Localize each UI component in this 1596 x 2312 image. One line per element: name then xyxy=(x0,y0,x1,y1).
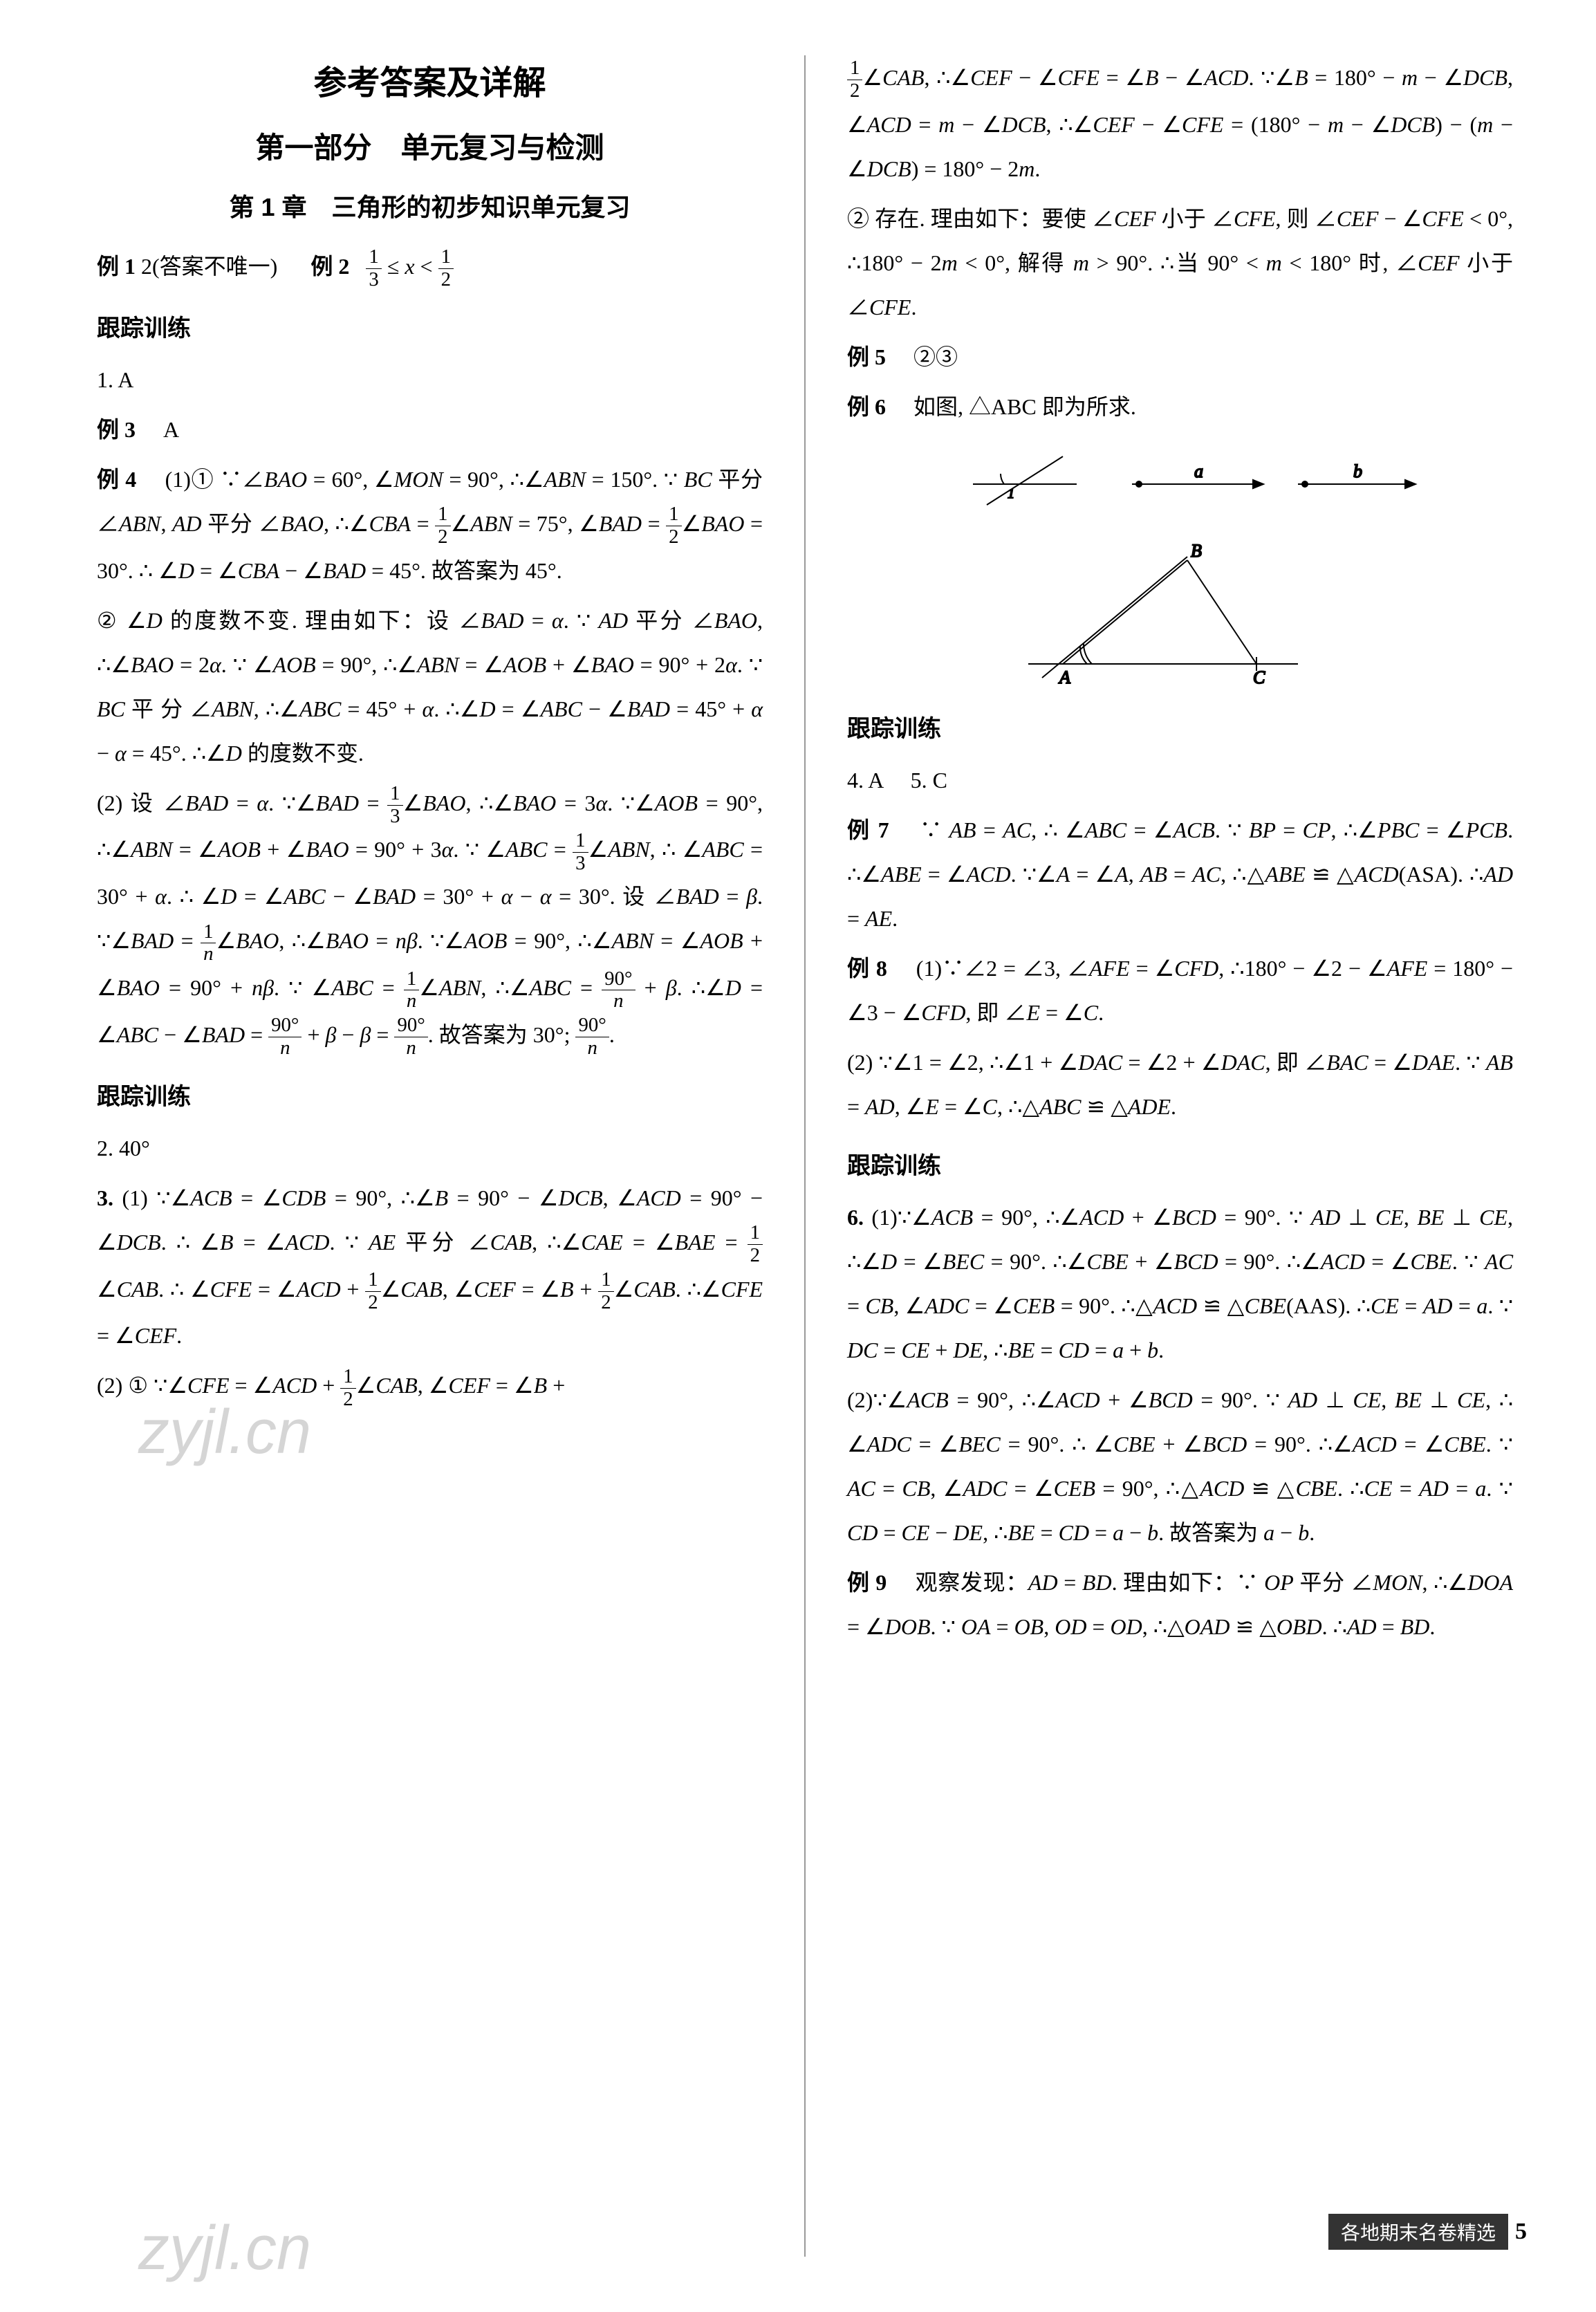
follow3-answers: 4. A 5. C xyxy=(847,758,1513,802)
page-number: 5 xyxy=(1515,2219,1527,2245)
diagram-ex6: 1 a b A B xyxy=(938,443,1422,692)
ex4-part2: ② ∠D 的度数不变. 理由如下：设 ∠BAD = α. ∵ AD 平分 ∠BA… xyxy=(97,598,763,775)
ex6-answer: 如图, △ABC 即为所求. xyxy=(913,394,1136,419)
ex2-answer: 13 ≤ x < 12 xyxy=(366,254,454,279)
continuation2: ② 存在. 理由如下：要使 ∠CEF 小于 ∠CFE, 则 ∠CEF − ∠CF… xyxy=(847,196,1513,329)
footer-label: 各地期末名卷精选 xyxy=(1328,2214,1508,2250)
follow1-q1: 1. A xyxy=(97,358,763,402)
ex4-label: 例 4 xyxy=(97,467,136,492)
chapter-title: 第 1 章 三角形的初步知识单元复习 xyxy=(97,187,763,223)
ex5-line: 例 5 ②③ xyxy=(847,335,1513,379)
right-column: 12∠CAB, ∴∠CEF − ∠CFE = ∠B − ∠ACD. ∵∠B = … xyxy=(847,55,1513,2257)
section-title: 第一部分 单元复习与检测 xyxy=(97,124,763,167)
ex2-label: 例 2 xyxy=(310,254,349,279)
follow4-heading: 跟踪训练 xyxy=(847,1143,1513,1190)
page-footer: 各地期末名卷精选 5 xyxy=(1328,2214,1527,2250)
left-column: 参考答案及详解 第一部分 单元复习与检测 第 1 章 三角形的初步知识单元复习 … xyxy=(97,55,763,2257)
follow3-q5: 5. C xyxy=(911,768,947,793)
follow2-q3a: 3. (1) ∵∠ACB = ∠CDB = 90°, ∴∠B = 90° − ∠… xyxy=(97,1176,763,1358)
ex5-label: 例 5 xyxy=(847,344,886,369)
ex6-label: 例 6 xyxy=(847,394,886,419)
example-1-2: 例 1 2(答案不唯一) 例 2 13 ≤ x < 12 xyxy=(97,244,763,291)
column-divider xyxy=(804,55,806,2257)
label-C: C xyxy=(1253,667,1265,687)
ex5-answer: ②③ xyxy=(913,344,958,369)
ex4-line: 例 4 (1)① ∵∠BAO = 60°, ∠MON = 90°, ∴∠ABN … xyxy=(97,457,763,593)
follow4-q6b: (2)∵∠ACB = 90°, ∴∠ACD + ∠BCD = 90°. ∵ AD… xyxy=(847,1378,1513,1555)
svg-text:1: 1 xyxy=(1008,486,1014,501)
page-container: 参考答案及详解 第一部分 单元复习与检测 第 1 章 三角形的初步知识单元复习 … xyxy=(0,0,1596,2312)
ex4-part3: (2) 设 ∠BAD = α. ∵∠BAD = 13∠BAO, ∴∠BAO = … xyxy=(97,781,763,1060)
follow3-q4: 4. A xyxy=(847,768,883,793)
right-content: 12∠CAB, ∴∠CEF − ∠CFE = ∠B − ∠ACD. ∵∠B = … xyxy=(847,55,1513,1649)
main-title: 参考答案及详解 xyxy=(97,55,763,104)
label-b: b xyxy=(1353,461,1362,481)
label-A: A xyxy=(1058,667,1070,687)
follow4-q6a: 6. (1)∵∠ACB = 90°, ∴∠ACD + ∠BCD = 90°. ∵… xyxy=(847,1195,1513,1372)
label-B: B xyxy=(1191,541,1202,561)
ex7-line: 例 7 ∵ AB = AC, ∴ ∠ABC = ∠ACB. ∵ BP = CP,… xyxy=(847,808,1513,941)
ex8-part2: (2) ∵∠1 = ∠2, ∴∠1 + ∠DAC = ∠2 + ∠DAC, 即 … xyxy=(847,1040,1513,1129)
follow2-q2: 2. 40° xyxy=(97,1126,763,1170)
ex3-label: 例 3 xyxy=(97,417,136,442)
ex8-label: 例 8 xyxy=(847,956,887,981)
ex9-label: 例 9 xyxy=(847,1570,887,1595)
ex3-line: 例 3 A xyxy=(97,407,763,452)
continuation1: 12∠CAB, ∴∠CEF − ∠CFE = ∠B − ∠ACD. ∵∠B = … xyxy=(847,55,1513,191)
ex3-answer: A xyxy=(163,417,179,442)
ex8-line: 例 8 (1)∵∠2 = ∠3, ∠AFE = ∠CFD, ∴180° − ∠2… xyxy=(847,946,1513,1035)
label-a: a xyxy=(1194,461,1203,481)
ex9-line: 例 9 观察发现：AD = BD. 理由如下：∵ OP 平分 ∠MON, ∴∠D… xyxy=(847,1560,1513,1649)
ex1-label: 例 1 xyxy=(97,254,136,279)
follow2-q3b: (2) ① ∵∠CFE = ∠ACD + 12∠CAB, ∠CEF = ∠B + xyxy=(97,1363,763,1410)
follow3-heading: 跟踪训练 xyxy=(847,705,1513,752)
left-content: 例 1 2(答案不唯一) 例 2 13 ≤ x < 12 跟踪训练 1. A 例… xyxy=(97,244,763,1410)
ex1-answer: 2(答案不唯一) xyxy=(141,254,277,279)
follow1-heading: 跟踪训练 xyxy=(97,305,763,352)
ex7-label: 例 7 xyxy=(847,817,889,842)
follow2-heading: 跟踪训练 xyxy=(97,1073,763,1120)
ex6-line: 例 6 如图, △ABC 即为所求. xyxy=(847,385,1513,429)
